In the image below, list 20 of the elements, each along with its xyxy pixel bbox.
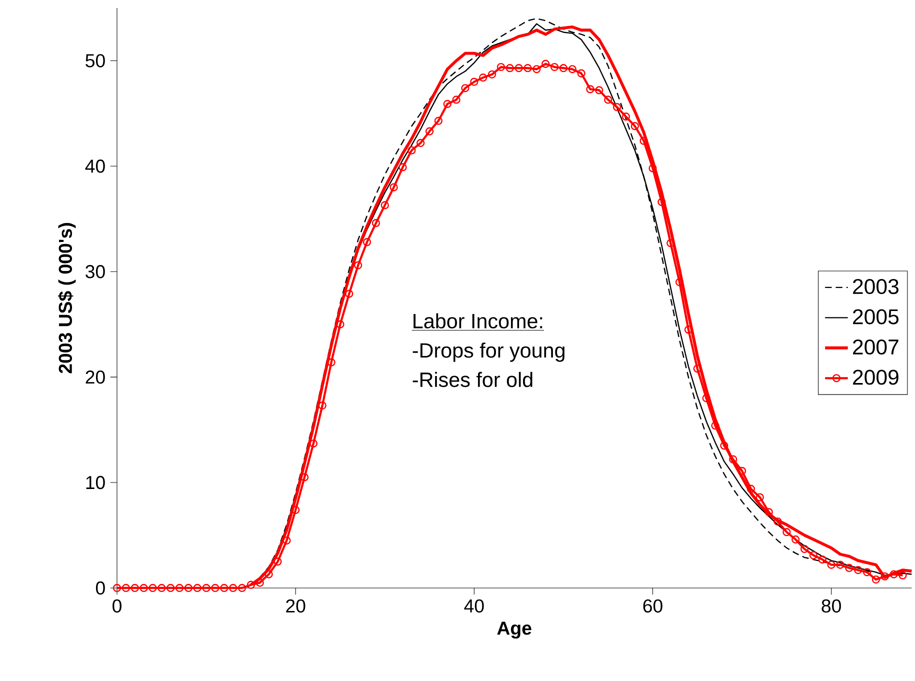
annotation: -Rises for old: [412, 372, 532, 388]
y-tick-label: 40: [85, 160, 105, 173]
y-tick-label: 30: [86, 265, 105, 278]
x-tick-label: 40: [464, 599, 484, 613]
annotation: -Drops for young: [412, 342, 564, 362]
y-tick-label: 10: [86, 476, 105, 490]
y-tick-label: 0: [96, 581, 105, 595]
x-tick-label: 20: [286, 599, 306, 613]
legend-label: 2003: [853, 279, 898, 294]
legend-label: 2009: [853, 370, 898, 385]
x-axis-title: Age: [497, 622, 532, 639]
annotation: Labor Income:: [414, 313, 542, 328]
x-tick-label: 60: [643, 599, 662, 613]
legend-label: 2005: [853, 309, 899, 324]
x-tick-label: 0: [112, 599, 122, 613]
legend-label: 2007: [853, 339, 898, 355]
x-tick-label: 80: [822, 599, 841, 613]
y-tick-label: 50: [86, 54, 105, 68]
y-axis-title: 2003 US$ ( 000's): [58, 223, 76, 374]
y-tick-label: 20: [86, 370, 105, 384]
